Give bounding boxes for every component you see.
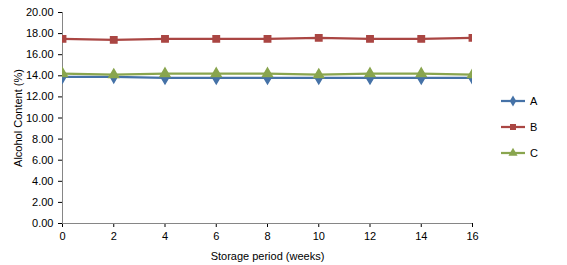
svg-text:Storage period (weeks): Storage period (weeks) — [211, 250, 325, 262]
svg-text:4.00: 4.00 — [32, 175, 53, 187]
svg-text:6.00: 6.00 — [32, 154, 53, 166]
svg-text:12: 12 — [364, 230, 376, 242]
svg-text:2: 2 — [111, 230, 117, 242]
svg-text:14.00: 14.00 — [26, 69, 54, 81]
svg-text:20.00: 20.00 — [26, 6, 54, 18]
svg-text:8.00: 8.00 — [32, 133, 53, 145]
svg-text:16: 16 — [466, 230, 478, 242]
svg-text:8: 8 — [264, 230, 270, 242]
svg-text:Alcohol Content (%): Alcohol Content (%) — [12, 69, 24, 167]
svg-text:6: 6 — [213, 230, 219, 242]
svg-text:4: 4 — [162, 230, 168, 242]
svg-text:16.00: 16.00 — [26, 48, 54, 60]
svg-text:18.00: 18.00 — [26, 27, 54, 39]
svg-text:2.00: 2.00 — [32, 196, 53, 208]
html-text:B: B — [530, 121, 538, 133]
html-text:C: C — [530, 147, 538, 159]
svg-text:10.00: 10.00 — [26, 112, 54, 124]
svg-text:14: 14 — [415, 230, 427, 242]
svg-text:0.00: 0.00 — [32, 217, 53, 229]
html-text:A: A — [530, 95, 538, 107]
svg-text:0: 0 — [59, 230, 65, 242]
svg-text:12.00: 12.00 — [26, 90, 54, 102]
svg-text:10: 10 — [313, 230, 325, 242]
